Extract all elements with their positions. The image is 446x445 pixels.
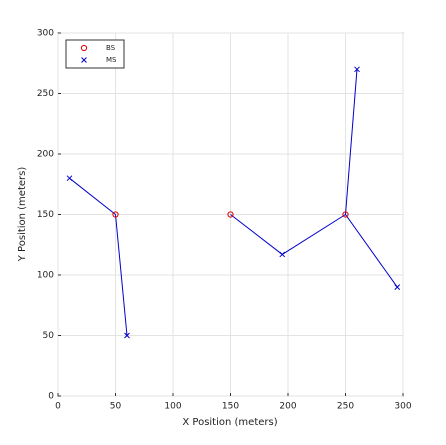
y-tick-label: 50	[43, 331, 55, 341]
marks	[66, 66, 401, 339]
x-tick-label: 0	[55, 402, 61, 412]
marker-bs	[342, 211, 349, 218]
y-tick-label: 300	[37, 29, 54, 39]
connection	[281, 214, 346, 255]
legend	[65, 39, 125, 69]
x-tick-label: 150	[222, 402, 239, 412]
y-tick-label: 250	[37, 89, 54, 99]
y-tick-label: 100	[37, 271, 54, 281]
x-tick-label: 250	[337, 402, 354, 412]
connection	[345, 214, 398, 288]
y-tick-label: 200	[37, 150, 54, 160]
x-tick-label: 200	[279, 402, 296, 412]
legend-marker	[80, 44, 88, 52]
connection	[115, 214, 128, 336]
x-tick-label: 100	[164, 402, 181, 412]
x-axis-label: X Position (meters)	[182, 417, 277, 428]
marker-bs	[112, 211, 119, 218]
marker-bs	[227, 211, 234, 218]
legend-marker	[81, 57, 87, 63]
connection	[345, 69, 358, 215]
marker-ms	[124, 332, 130, 339]
marker-ms	[279, 251, 286, 258]
connection	[69, 177, 116, 215]
x-tick-label: 300	[394, 402, 411, 412]
legend-label: MS	[106, 56, 117, 64]
legend-label: BS	[106, 44, 116, 52]
y-axis-label: Y Position (meters)	[17, 167, 28, 263]
marker-ms	[354, 66, 360, 73]
marker-ms	[394, 284, 401, 290]
marker-ms	[66, 175, 73, 182]
y-tick-label: 0	[48, 392, 54, 402]
y-tick-label: 150	[37, 210, 54, 220]
x-tick-label: 50	[110, 402, 122, 412]
connection	[230, 214, 283, 255]
